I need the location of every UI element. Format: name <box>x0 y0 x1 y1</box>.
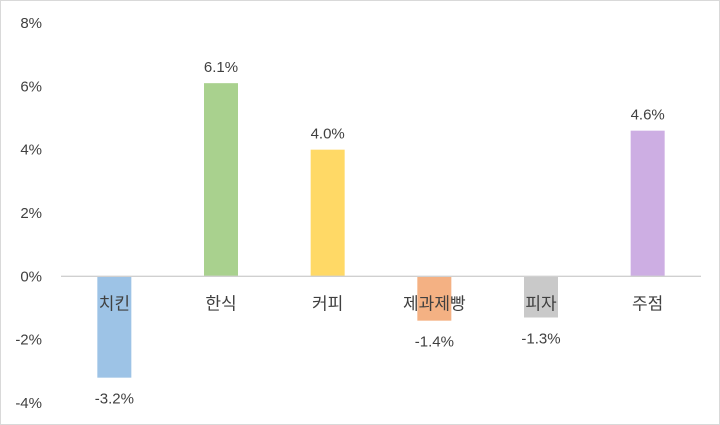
data-label: -3.2% <box>95 391 134 408</box>
bar-4 <box>417 276 452 321</box>
y-tick-label: 0% <box>20 268 42 285</box>
data-label: 4.0% <box>311 126 345 143</box>
category-label: 주점 <box>632 294 663 314</box>
category-label: 치킨 <box>99 294 130 314</box>
category-label: 제과제빵 <box>403 294 466 314</box>
y-tick-label: 8% <box>20 15 42 32</box>
y-tick-label: 4% <box>20 142 42 159</box>
data-label: -1.4% <box>415 334 454 351</box>
bar-5 <box>524 276 558 318</box>
data-label: 4.6% <box>631 107 665 124</box>
bar-3 <box>310 149 345 277</box>
bar-2 <box>204 83 238 277</box>
category-label: 피자 <box>525 294 557 314</box>
data-label: 6.1% <box>204 59 238 76</box>
data-label: -1.3% <box>521 331 560 348</box>
bar-1 <box>97 276 132 378</box>
bar-6 <box>630 130 665 277</box>
category-label: 한식 <box>205 294 236 314</box>
y-tick-label: 6% <box>20 78 42 95</box>
y-tick-label: -2% <box>15 332 42 349</box>
y-tick-label: 2% <box>20 205 42 222</box>
y-tick-label: -4% <box>15 395 42 412</box>
category-label: 커피 <box>312 294 343 314</box>
